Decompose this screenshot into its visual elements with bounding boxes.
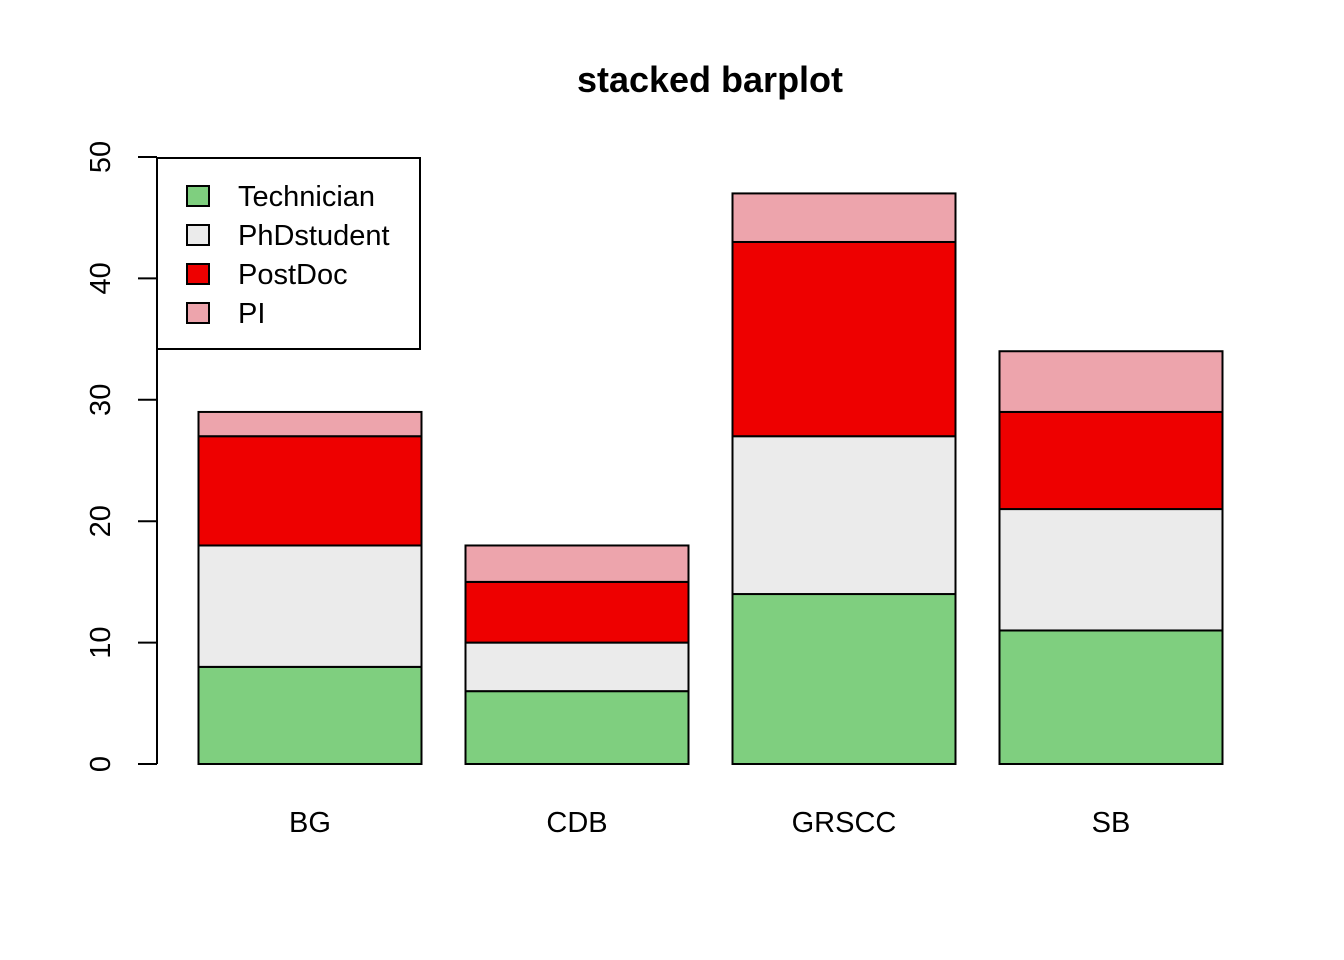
y-tick-label: 20 xyxy=(85,505,117,537)
y-tick-label: 10 xyxy=(85,626,117,658)
bar-sb-pi xyxy=(998,350,1224,413)
legend-swatch xyxy=(186,302,210,324)
x-tick-label: CDB xyxy=(546,807,607,839)
y-tick-label: 30 xyxy=(85,384,117,416)
y-tick-label: 40 xyxy=(85,262,117,294)
legend-swatch xyxy=(186,185,210,207)
bar-cdb-technician xyxy=(464,690,690,765)
bar-cdb-pi xyxy=(464,544,690,583)
legend-label: PhDstudent xyxy=(238,220,390,252)
bar-cdb-postdoc xyxy=(464,580,690,644)
bar-grscc-technician xyxy=(731,593,957,765)
x-axis-labels: BG CDB GRSCC SB xyxy=(289,807,1130,839)
x-tick-label: GRSCC xyxy=(792,807,897,839)
bar-bg-phdstudent xyxy=(197,544,423,668)
legend: Technician PhDstudent PostDoc PI xyxy=(156,157,421,350)
legend-label: Technician xyxy=(238,181,375,213)
legend-swatch xyxy=(186,224,210,246)
bar-grscc-phdstudent xyxy=(731,435,957,596)
bars-layer xyxy=(197,192,1224,766)
legend-label: PI xyxy=(238,298,265,330)
legend-label: PostDoc xyxy=(238,259,348,291)
y-axis: 0 10 20 30 40 50 xyxy=(85,141,158,772)
x-tick-label: BG xyxy=(289,807,331,839)
bar-bg-postdoc xyxy=(197,435,423,547)
bar-sb-postdoc xyxy=(998,410,1224,511)
bar-bg-pi xyxy=(197,410,423,438)
legend-swatch xyxy=(186,263,210,285)
y-tick-label: 0 xyxy=(85,756,117,772)
bar-grscc-postdoc xyxy=(731,240,957,438)
bar-sb-technician xyxy=(998,629,1224,766)
y-tick-label: 50 xyxy=(85,141,117,173)
bar-bg-technician xyxy=(197,665,423,766)
bar-cdb-phdstudent xyxy=(464,641,690,693)
chart-title: stacked barplot xyxy=(577,59,843,100)
bar-sb-phdstudent xyxy=(998,508,1224,632)
x-tick-label: SB xyxy=(1092,807,1131,839)
bar-grscc-pi xyxy=(731,192,957,243)
